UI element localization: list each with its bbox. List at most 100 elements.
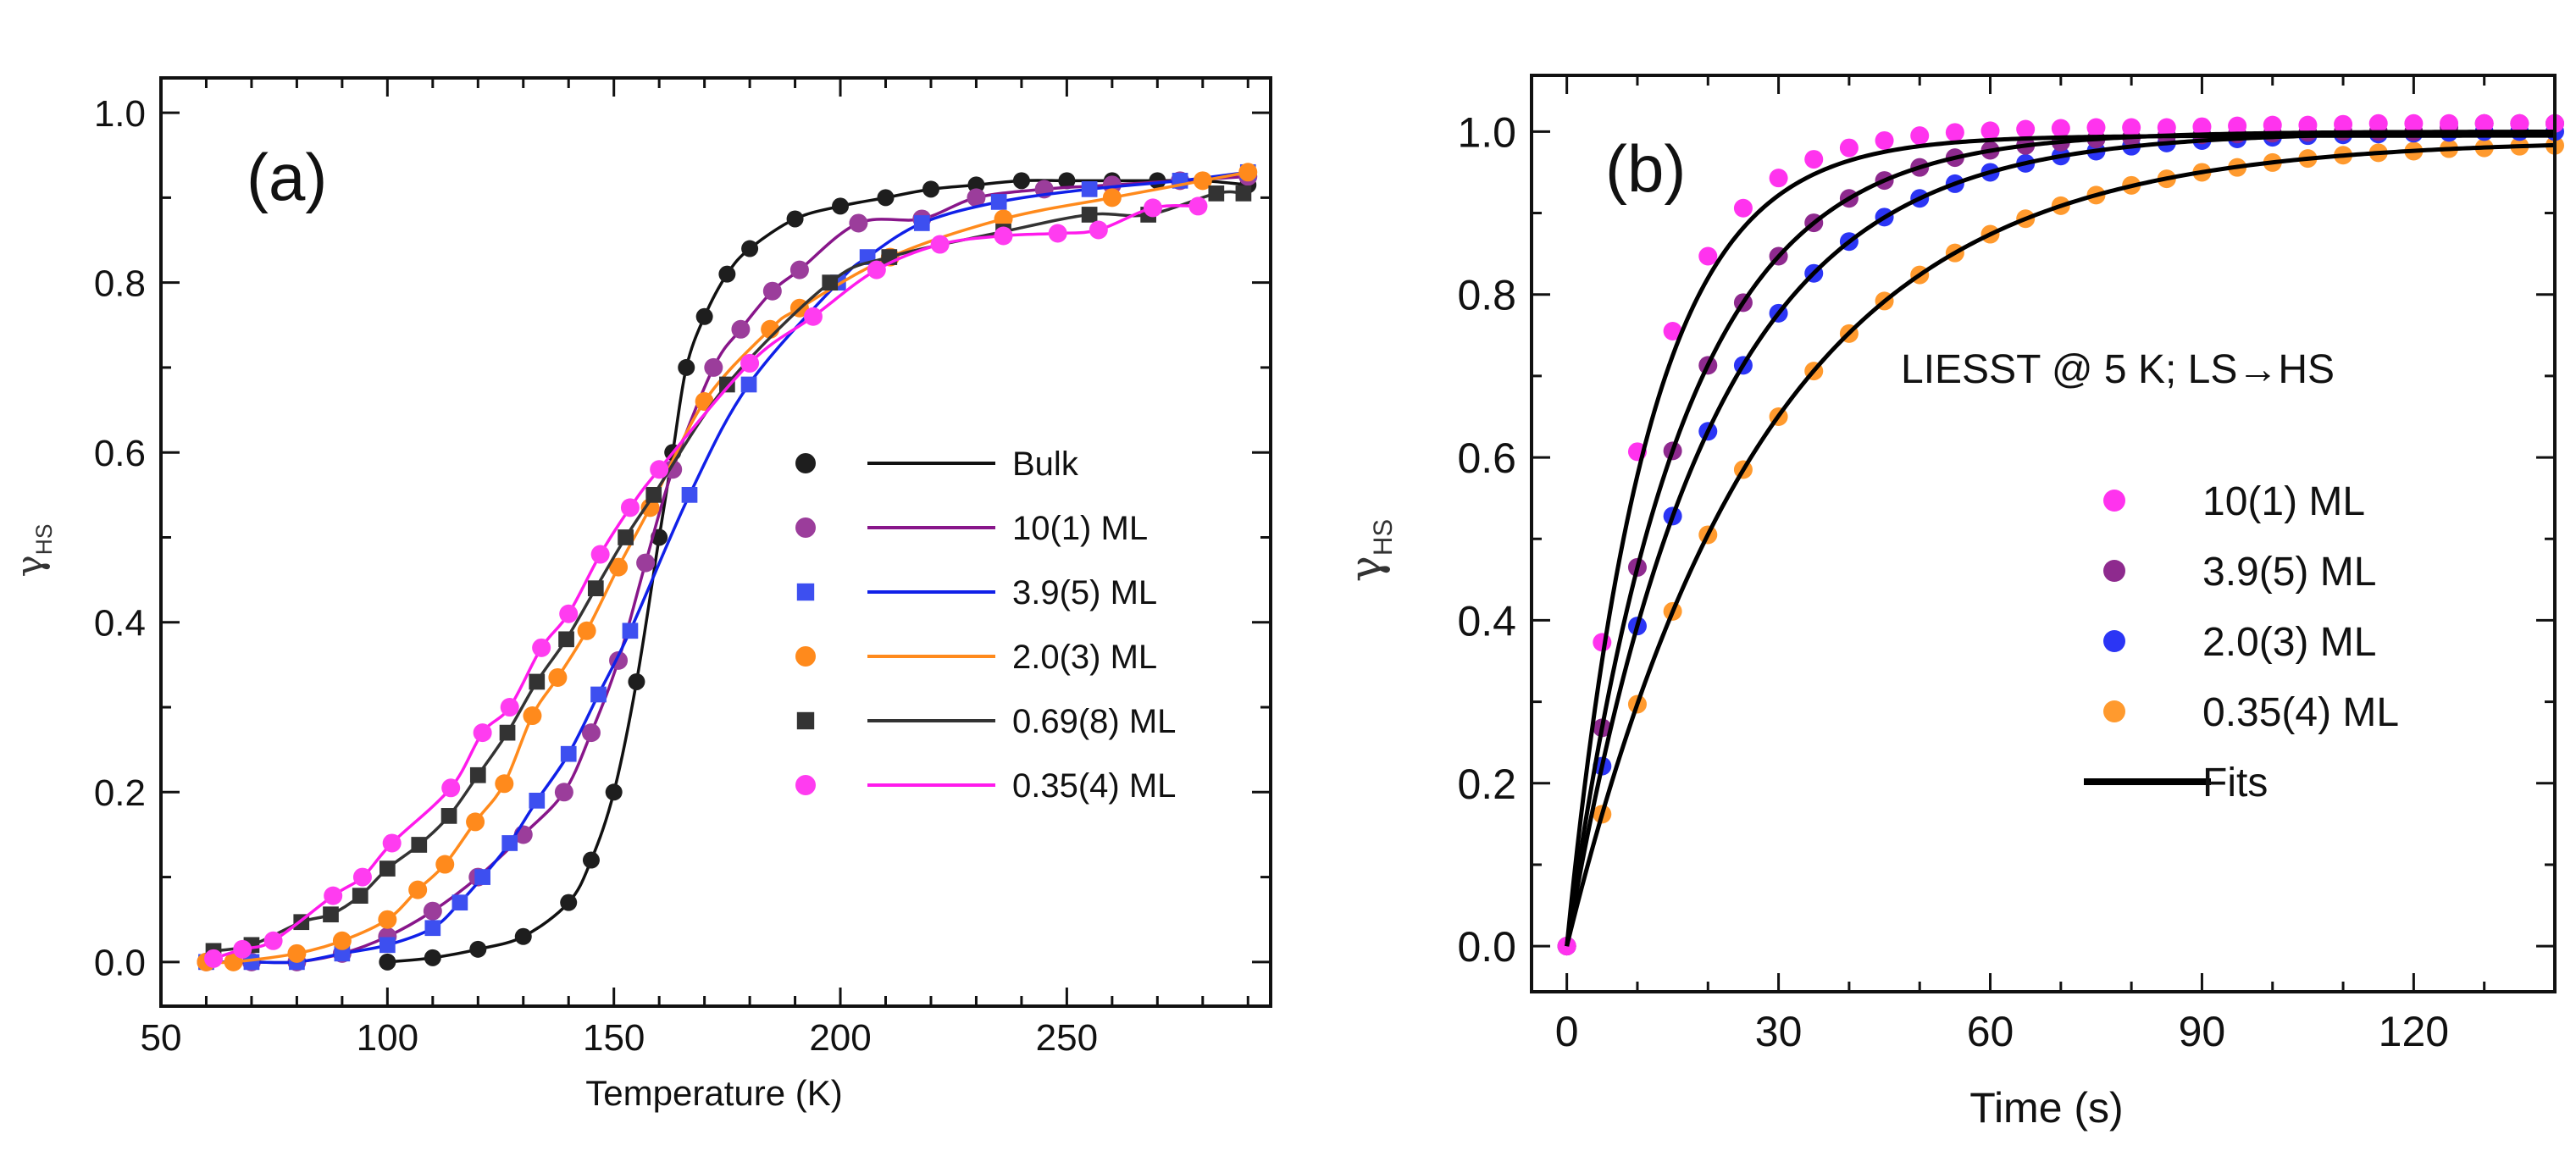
fit-line [206, 170, 1249, 965]
data-point [1235, 185, 1252, 202]
data-point [2086, 118, 2106, 137]
data-point [582, 851, 600, 869]
data-point [532, 638, 551, 657]
data-point [731, 319, 751, 339]
data-point [2298, 115, 2318, 135]
data-point [2510, 113, 2529, 133]
x-tick-label: 30 [1755, 1008, 1803, 1055]
data-point [803, 307, 823, 326]
series-10-1-ml [1557, 113, 2564, 956]
data-point [1081, 181, 1098, 197]
data-point [913, 215, 930, 231]
data-point [423, 901, 442, 921]
panel-b-time-chart: 0 30 60 90 120 0.0 0.2 0.4 0.6 0.8 1.0 10(1) ML 3.9(… [1341, 74, 2564, 1132]
data-point [332, 931, 352, 950]
data-point [352, 888, 368, 904]
data-point [609, 557, 629, 577]
series-2-0-3-ml [197, 163, 1258, 971]
annotation-liesst: LIESST @ 5 K; LS→HS [1901, 347, 2335, 392]
series-3-9-5-ml [198, 163, 1256, 971]
y-tick-label: 0.8 [1457, 272, 1516, 319]
series-bulk [379, 172, 1257, 971]
data-point [741, 240, 759, 257]
data-point [324, 886, 343, 905]
data-point [645, 486, 662, 503]
data-point [678, 358, 695, 376]
data-point [263, 931, 283, 950]
data-point [1081, 207, 1098, 223]
data-point [681, 486, 698, 503]
data-point [554, 783, 573, 802]
data-point [1208, 185, 1225, 202]
data-point [529, 673, 546, 690]
legend-label: 2.0(3) ML [1012, 639, 1157, 676]
x-tick-label: 50 [141, 1017, 182, 1059]
data-point [514, 927, 532, 945]
y-tick-label: 0.8 [94, 263, 146, 305]
data-point [204, 949, 224, 968]
data-point [1238, 163, 1258, 182]
y-tick-label: 1.0 [1457, 108, 1516, 156]
y-axis-label-subscript: HS [1368, 519, 1398, 556]
data-point [379, 860, 396, 877]
data-point [636, 553, 656, 573]
legend-label: 0.69(8) ML [1012, 703, 1176, 740]
data-point [590, 686, 607, 703]
data-point [704, 357, 723, 377]
panel-a-temperature-chart: 50 100 150 200 250 0.0 0.2 0.4 0.6 0.8 1.0 Bulk 10(1… [8, 76, 1272, 1113]
data-point [1980, 121, 2000, 141]
plot-frame [159, 76, 1272, 1008]
data-point [762, 281, 782, 301]
data-point [2051, 119, 2070, 138]
fit-line [206, 174, 1249, 965]
data-point [424, 949, 441, 966]
data-point [605, 783, 623, 801]
legend-label: 0.35(4) ML [1012, 767, 1176, 805]
data-point [233, 939, 252, 959]
fit-line [1565, 130, 2556, 947]
legend-label: 3.9(5) ML [1012, 574, 1157, 611]
y-tick-label: 0.6 [94, 433, 146, 474]
data-point [718, 265, 736, 283]
data-point [501, 835, 518, 851]
panel-label: (a) [247, 140, 327, 214]
legend-marker [796, 711, 815, 730]
data-point [2016, 119, 2036, 139]
data-point [1769, 169, 1788, 188]
data-point [740, 376, 757, 393]
data-point [994, 209, 1013, 229]
data-point [499, 724, 516, 741]
plot-frame [1530, 74, 2557, 993]
legend-label: Bulk [1012, 445, 1079, 483]
legend-marker [795, 775, 816, 795]
data-point [618, 529, 634, 545]
x-tick-label: 150 [583, 1017, 645, 1059]
data-point [2334, 114, 2353, 134]
y-axis-label-subscript: HS [31, 524, 57, 556]
data-point [1910, 126, 1930, 146]
data-point [560, 745, 577, 762]
fit-line [1565, 133, 2556, 947]
data-point [466, 812, 485, 832]
x-tick-label: 200 [809, 1017, 871, 1059]
legend-label: 2.0(3) ML [2202, 620, 2376, 665]
data-point [1733, 198, 1753, 218]
data-point [922, 180, 939, 198]
data-point [1945, 123, 1964, 142]
legend-label: 0.35(4) ML [2202, 690, 2399, 735]
data-point [2263, 115, 2282, 135]
y-tick-label: 0.0 [1457, 923, 1516, 971]
data-point [379, 937, 396, 954]
data-point [495, 774, 514, 794]
legend-marker [795, 517, 816, 538]
data-point [930, 235, 950, 254]
data-point [441, 778, 461, 798]
data-point [832, 197, 850, 215]
panel-label: (b) [1605, 131, 1686, 206]
x-tick-label: 250 [1036, 1017, 1098, 1059]
data-point [967, 188, 986, 208]
data-point [378, 910, 397, 929]
x-axis-label: Time (s) [1969, 1084, 2123, 1132]
data-point [2122, 118, 2141, 137]
